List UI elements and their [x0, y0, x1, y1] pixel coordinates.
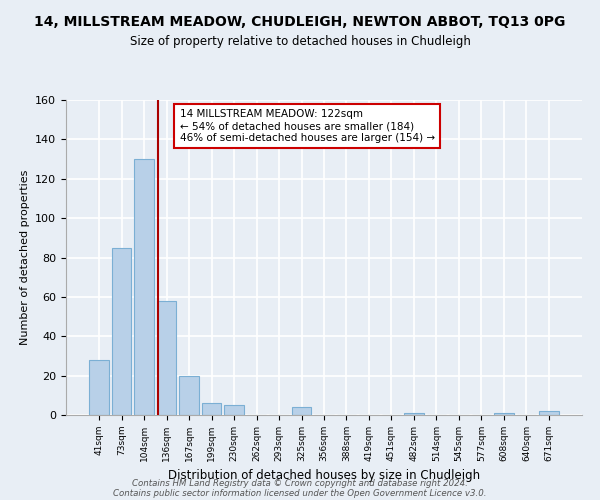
Bar [157, 301, 176, 415]
Bar [89, 360, 109, 415]
Bar [292, 407, 311, 415]
Y-axis label: Number of detached properties: Number of detached properties [20, 170, 29, 345]
Text: Size of property relative to detached houses in Chudleigh: Size of property relative to detached ho… [130, 35, 470, 48]
Bar [134, 159, 154, 415]
Bar [202, 403, 221, 415]
X-axis label: Distribution of detached houses by size in Chudleigh: Distribution of detached houses by size … [168, 470, 480, 482]
Bar [539, 411, 559, 415]
Text: Contains HM Land Registry data © Crown copyright and database right 2024.: Contains HM Land Registry data © Crown c… [132, 478, 468, 488]
Bar [404, 413, 424, 415]
Text: 14 MILLSTREAM MEADOW: 122sqm
← 54% of detached houses are smaller (184)
46% of s: 14 MILLSTREAM MEADOW: 122sqm ← 54% of de… [179, 110, 434, 142]
Bar [179, 376, 199, 415]
Text: Contains public sector information licensed under the Open Government Licence v3: Contains public sector information licen… [113, 488, 487, 498]
Bar [112, 248, 131, 415]
Bar [224, 405, 244, 415]
Text: 14, MILLSTREAM MEADOW, CHUDLEIGH, NEWTON ABBOT, TQ13 0PG: 14, MILLSTREAM MEADOW, CHUDLEIGH, NEWTON… [34, 15, 566, 29]
Bar [494, 413, 514, 415]
